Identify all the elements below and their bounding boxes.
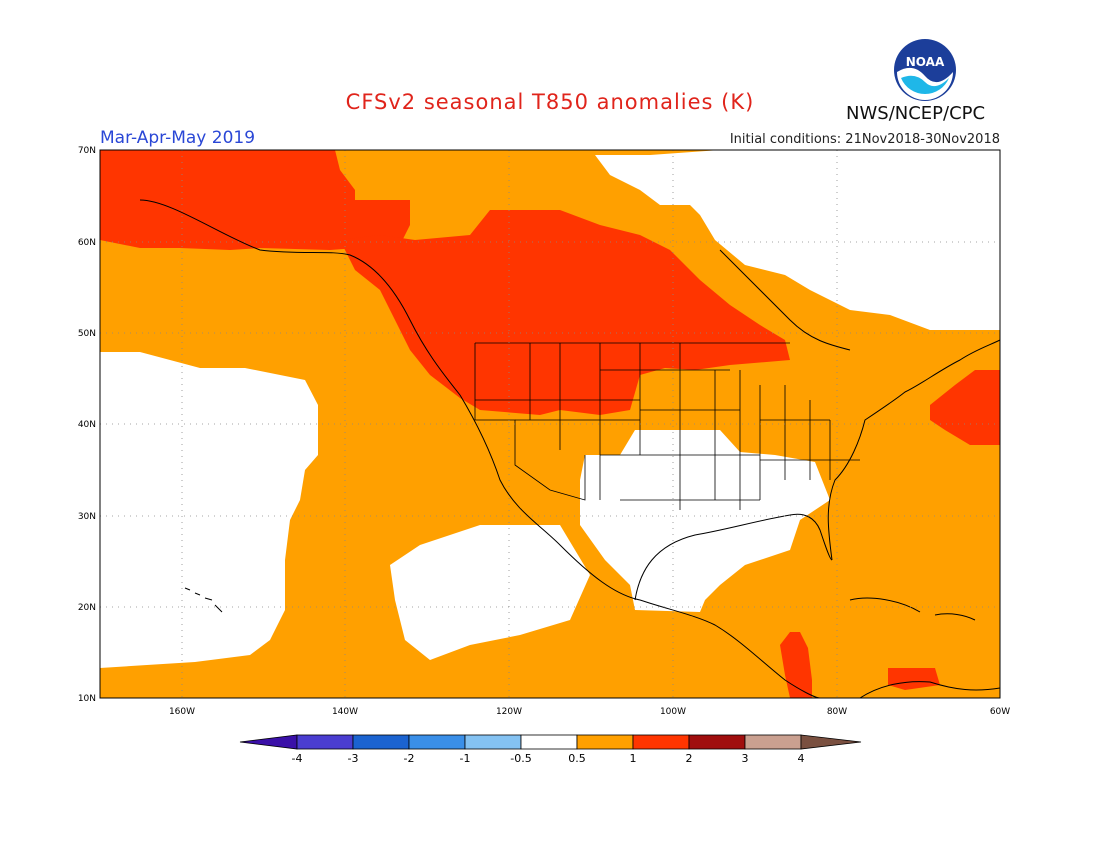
latitude-ticks: 70N 60N 50N 40N 30N 20N 10N <box>78 146 96 704</box>
caribbean-warm-anomaly <box>888 668 940 690</box>
colorbar-label: 3 <box>742 752 749 765</box>
map-frame <box>99 149 1001 699</box>
lon-tick-label: 120W <box>496 707 522 717</box>
colorbar: -4 -3 -2 -1 -0.5 0.5 1 2 3 4 <box>239 734 862 765</box>
lon-tick-label: 100W <box>660 707 686 717</box>
agency-label: NWS/NCEP/CPC <box>846 103 986 124</box>
longitude-ticks: 160W 140W 120W 100W 80W 60W <box>169 707 1010 717</box>
canada-warm-anomaly <box>340 210 790 415</box>
colorbar-left-arrow <box>239 734 298 750</box>
colorbar-label: -1 <box>460 752 471 765</box>
colorbar-swatch <box>352 734 410 750</box>
colorbar-swatch <box>520 734 578 750</box>
south-america-coast <box>859 681 1001 699</box>
hudson-bay-coast <box>719 249 851 351</box>
lat-tick-label: 50N <box>78 329 96 339</box>
southern-us-neutral-region <box>580 430 830 612</box>
colorbar-label: 0.5 <box>568 752 586 765</box>
colorbar-label: -2 <box>404 752 415 765</box>
hispaniola-island <box>934 613 976 621</box>
lat-tick-label: 20N <box>78 603 96 613</box>
central-america-warm-anomaly <box>780 632 812 698</box>
lat-tick-label: 40N <box>78 420 96 430</box>
map-title: CFSv2 seasonal T850 anomalies (K) <box>345 90 755 114</box>
initial-conditions: Initial conditions: 21Nov2018-30Nov2018 <box>729 132 1000 147</box>
lon-tick-label: 60W <box>990 707 1010 717</box>
colorbar-label: -0.5 <box>510 752 531 765</box>
colorbar-swatch <box>464 734 522 750</box>
noaa-logo-icon: NOAA <box>894 39 956 101</box>
colorbar-swatch <box>632 734 690 750</box>
colorbar-swatch <box>408 734 466 750</box>
lon-tick-label: 160W <box>169 707 195 717</box>
anomaly-field <box>100 150 1000 698</box>
arctic-neutral-region <box>595 150 1000 330</box>
colorbar-label: -4 <box>292 752 303 765</box>
lat-tick-label: 60N <box>78 238 96 248</box>
colorbar-label: 2 <box>686 752 693 765</box>
eastern-pacific-neutral-region <box>390 525 590 660</box>
atlantic-warm-anomaly <box>930 370 1000 445</box>
gulf-of-mexico-coast <box>634 513 833 601</box>
colorbar-label: 1 <box>630 752 637 765</box>
lon-tick-label: 140W <box>332 707 358 717</box>
colorbar-swatch <box>744 734 802 750</box>
hawaii-islands <box>184 587 223 613</box>
colorbar-swatch <box>296 734 354 750</box>
lat-tick-label: 30N <box>78 512 96 522</box>
lat-tick-label: 10N <box>78 694 96 704</box>
logo-text: NOAA <box>906 55 945 69</box>
cuba-island <box>849 597 921 613</box>
colorbar-label: 4 <box>798 752 805 765</box>
us-east-coast <box>827 339 1001 561</box>
graticule <box>100 150 1000 698</box>
lat-tick-label: 70N <box>78 146 96 156</box>
alaska-warm-anomaly <box>100 150 410 250</box>
north-america-west-coast <box>139 199 821 699</box>
pacific-neutral-region <box>100 352 318 668</box>
coastlines <box>139 199 1001 699</box>
background-warm-anomaly <box>100 150 1000 698</box>
colorbar-right-arrow <box>800 734 862 750</box>
us-state-borders <box>474 342 860 510</box>
forecast-period: Mar-Apr-May 2019 <box>100 128 256 148</box>
colorbar-swatch <box>576 734 634 750</box>
colorbar-swatch <box>688 734 746 750</box>
lon-tick-label: 80W <box>827 707 847 717</box>
colorbar-label: -3 <box>348 752 359 765</box>
